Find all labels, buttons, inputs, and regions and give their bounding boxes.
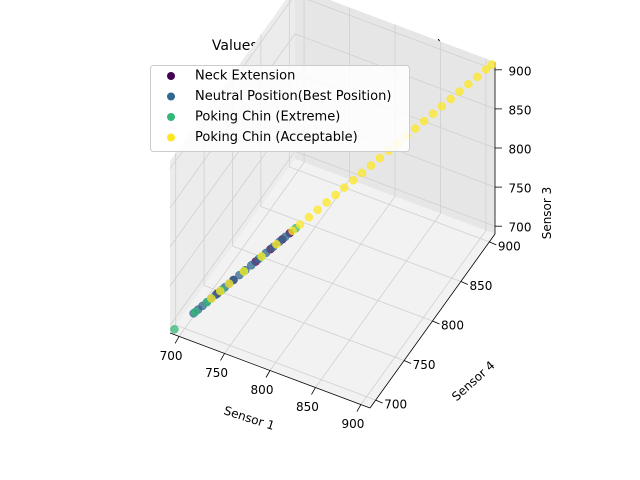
data-point-series-3 <box>366 161 376 170</box>
legend-marker <box>167 133 175 142</box>
legend-label: Poking Chin (Extreme) <box>195 110 340 125</box>
legend-box <box>150 65 410 152</box>
z-tick-label: 750 <box>509 182 532 196</box>
legend-marker <box>167 113 175 121</box>
data-point-series-3 <box>437 102 447 111</box>
y-tick-mark <box>375 399 383 404</box>
legend-label: Neutral Position(Best Position) <box>195 89 391 104</box>
data-point-series-2 <box>170 325 179 334</box>
data-point-series-3 <box>455 87 464 96</box>
data-point-series-3 <box>487 60 497 69</box>
data-point-series-1 <box>280 232 290 242</box>
data-point-series-3 <box>313 205 322 215</box>
y-tick-mark <box>432 320 440 325</box>
data-point-series-3 <box>322 198 331 207</box>
legend-marker <box>167 72 175 80</box>
y-tick-label: 800 <box>441 319 464 333</box>
data-point-series-3 <box>419 116 429 126</box>
tick-labels: 700 750 800 850 900 700 750 800 850 900 700 750 800 8… <box>160 64 532 431</box>
x-tick-label: 750 <box>205 366 228 380</box>
data-point-series-3 <box>224 279 234 288</box>
x-tick-mark <box>265 370 271 378</box>
legend-marker <box>167 92 175 101</box>
x-tick-mark <box>174 336 180 344</box>
y-tick-label: 850 <box>469 279 492 293</box>
z-tick-label: 800 <box>509 143 532 157</box>
x-tick-label: 900 <box>341 417 364 431</box>
data-point-series-3 <box>239 267 249 276</box>
data-point-series-3 <box>357 168 367 178</box>
legend-label: Poking Chin (Acceptable) <box>195 130 358 145</box>
z-axis-label: Sensor 3 <box>540 187 554 240</box>
y-gridline <box>175 153 376 401</box>
x-tick-label: 700 <box>160 349 183 363</box>
y-tick-mark <box>489 241 497 246</box>
y-gridline <box>203 113 405 361</box>
data-point-series-1 <box>247 261 256 270</box>
z-tick-label: 700 <box>509 221 532 235</box>
data-point-series-3 <box>348 176 358 185</box>
y-tick-label: 700 <box>384 398 407 412</box>
data-point-series-3 <box>215 286 225 296</box>
y-gridline <box>288 0 490 243</box>
data-point-series-3 <box>288 226 297 236</box>
axis-panes <box>170 0 495 408</box>
data-point-series-3 <box>375 153 385 163</box>
x-tick-mark <box>311 387 316 395</box>
y-axis-label: Sensor 4 <box>449 358 497 404</box>
x-tick-mark <box>220 353 225 361</box>
y-tick-label: 750 <box>413 358 436 372</box>
data-point-series-3 <box>410 124 420 133</box>
x-gridline <box>360 58 487 405</box>
data-point-series-3 <box>446 94 455 104</box>
x-gridline <box>315 41 441 388</box>
data-point-series-3 <box>304 212 314 222</box>
legend: Neck Extension Neutral Position(Best Posi… <box>150 65 410 152</box>
y-tick-label: 900 <box>498 239 521 253</box>
data-point-series-3 <box>207 294 216 303</box>
data-point-series-2 <box>190 307 200 317</box>
x-gridline <box>178 0 305 337</box>
data-point-series-3 <box>295 220 305 229</box>
data-point-series-3 <box>331 190 340 200</box>
z-tick-label: 900 <box>509 64 532 78</box>
x-axis-label: Sensor 1 <box>222 403 276 433</box>
data-point-series-3 <box>340 183 349 192</box>
y-tick-mark <box>403 360 412 364</box>
data-point-series-3 <box>473 72 482 82</box>
legend-label: Neck Extension <box>195 69 295 84</box>
data-point-series-3 <box>428 109 438 118</box>
data-point-series-3 <box>257 252 266 261</box>
y-tick-mark <box>460 281 469 285</box>
x-tick-mark <box>356 404 362 412</box>
data-point-series-3 <box>272 240 281 249</box>
data-point-series-3 <box>481 65 491 74</box>
z-tick-label: 850 <box>509 103 532 117</box>
x-tick-label: 800 <box>251 383 274 397</box>
x-tick-label: 850 <box>296 400 319 414</box>
data-point-series-3 <box>464 79 473 89</box>
